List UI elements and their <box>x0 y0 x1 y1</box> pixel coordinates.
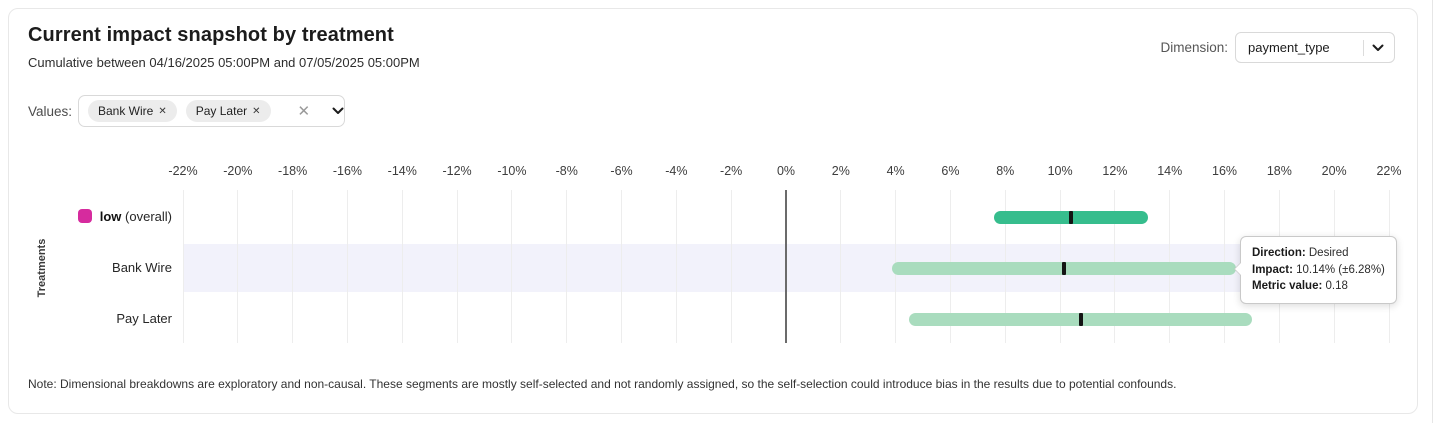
axis-tick-label: 16% <box>1212 164 1238 178</box>
axis-tick-label: 4% <box>886 164 905 178</box>
axis-tick-label: 18% <box>1266 164 1292 178</box>
remove-chip-icon[interactable]: ✕ <box>158 105 167 117</box>
row-label-suffix: (overall) <box>121 209 172 224</box>
impact-center-tick <box>1078 312 1083 326</box>
axis-tick-label: -4% <box>665 164 688 178</box>
chevron-down-icon[interactable] <box>332 107 344 115</box>
axis-tick-label: -12% <box>442 164 472 178</box>
values-label: Values: <box>28 104 73 119</box>
axis-tick-label: 6% <box>941 164 960 178</box>
page-title: Current impact snapshot by treatment <box>28 24 394 46</box>
axis-tick-label: 14% <box>1157 164 1183 178</box>
axis-tick-label: -14% <box>387 164 417 178</box>
row-label-pay-later: Pay Later <box>26 311 172 326</box>
gridline <box>456 190 458 343</box>
clear-all-values-icon[interactable]: ✕ <box>297 102 311 120</box>
impact-center-tick <box>1061 261 1066 275</box>
axis-tick-label: 0% <box>776 164 796 178</box>
dimension-selected-value: payment_type <box>1248 40 1330 55</box>
axis-tick-label: 2% <box>831 164 850 178</box>
row-label-bank-wire: Bank Wire <box>26 260 172 275</box>
axis-tick-label: -18% <box>278 164 308 178</box>
axis-tick-label: 10% <box>1047 164 1073 178</box>
values-multiselect[interactable]: Bank Wire ✕ Pay Later ✕ ✕ <box>78 95 345 127</box>
axis-tick-label: -2% <box>720 164 743 178</box>
y-axis-title: Treatments <box>36 238 48 298</box>
gridline <box>346 190 348 343</box>
axis-tick-label: 20% <box>1321 164 1347 178</box>
footnote: Note: Dimensional breakdowns are explora… <box>28 377 1177 391</box>
tooltip-direction-label: Direction: <box>1252 247 1306 259</box>
value-chip-label: Pay Later <box>195 104 248 118</box>
variant-color-swatch <box>77 209 92 223</box>
impact-center-tick <box>1069 210 1074 224</box>
adjacent-panel-edge <box>1432 0 1433 423</box>
axis-tick-label: -8% <box>555 164 578 178</box>
gridline <box>401 190 403 343</box>
tooltip-arrow <box>1235 262 1242 276</box>
value-chip-label: Bank Wire <box>98 104 154 118</box>
dimension-select[interactable]: payment_type <box>1235 32 1395 63</box>
row-label-text: Pay Later <box>116 311 172 326</box>
tooltip-metric-label: Metric value: <box>1252 280 1323 292</box>
tooltip-impact-label: Impact: <box>1252 263 1293 276</box>
gridline <box>511 190 513 343</box>
dimension-label: Dimension: <box>1160 40 1228 55</box>
gridline <box>675 190 677 343</box>
axis-tick-label: -6% <box>610 164 633 178</box>
gridline <box>182 190 184 343</box>
gridline <box>292 190 294 343</box>
value-chip-bank-wire[interactable]: Bank Wire ✕ <box>88 100 177 122</box>
value-chip-pay-later[interactable]: Pay Later ✕ <box>185 100 271 122</box>
tooltip-direction-value: Desired <box>1308 247 1349 259</box>
axis-tick-label: -22% <box>168 164 198 178</box>
row-label-text: low <box>99 209 122 224</box>
row-label-text: Bank Wire <box>112 260 172 275</box>
row-label-low: low (overall) <box>26 209 172 224</box>
gridline <box>237 190 239 343</box>
chevron-down-icon <box>1372 44 1384 51</box>
bar-tooltip: Direction: Desired Impact: 10.14% (±6.28… <box>1234 236 1397 304</box>
tooltip-impact-value: 10.14% (±6.28%) <box>1296 263 1385 276</box>
tooltip-metric-value: 0.18 <box>1325 280 1348 292</box>
gridline <box>840 190 842 343</box>
axis-tick-label: -20% <box>223 164 253 178</box>
gridline <box>730 190 732 343</box>
gridline <box>621 190 623 343</box>
zero-gridline <box>785 190 787 343</box>
axis-tick-label: -10% <box>497 164 527 178</box>
date-range-subtitle: Cumulative between 04/16/2025 05:00PM an… <box>28 55 420 70</box>
axis-tick-label: 8% <box>996 164 1015 178</box>
axis-tick-label: 12% <box>1102 164 1128 178</box>
remove-chip-icon[interactable]: ✕ <box>252 105 261 117</box>
impact-snapshot-card <box>8 8 1418 414</box>
divider <box>1363 39 1364 56</box>
gridline <box>566 190 568 343</box>
axis-tick-label: -16% <box>332 164 363 178</box>
axis-tick-label: 22% <box>1376 164 1402 178</box>
